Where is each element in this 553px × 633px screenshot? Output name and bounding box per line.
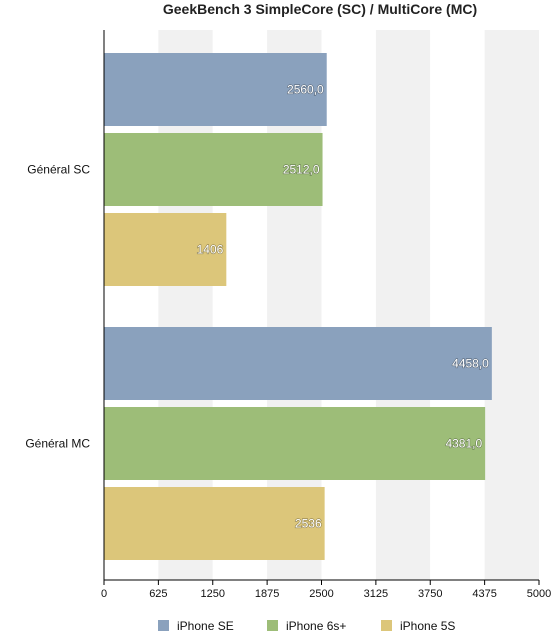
chart-title: GeekBench 3 SimpleCore (SC) / MultiCore … xyxy=(163,1,477,17)
data-label: 2560,0 xyxy=(287,83,324,97)
bar-iphone-6s--0 xyxy=(104,133,323,206)
bar-iphone-se-0 xyxy=(104,53,327,126)
legend-swatch xyxy=(158,620,169,631)
x-tick-label: 1250 xyxy=(201,588,225,600)
legend-item: iPhone 6s+ xyxy=(267,619,346,633)
legend-swatch xyxy=(381,620,392,631)
x-tick-label: 5000 xyxy=(527,588,551,600)
category-labels: Général SC Général MC xyxy=(25,163,90,451)
data-label: 2536 xyxy=(295,517,322,531)
legend-label: iPhone 5S xyxy=(400,619,455,633)
bar-series: 2560,0 2512,0 1406 4458,0 4381,0 2536 xyxy=(104,53,492,560)
legend-item: iPhone 5S xyxy=(381,619,455,633)
x-tick-label: 3125 xyxy=(364,588,388,600)
bar-iphone-5s-0 xyxy=(104,213,227,286)
x-tick-label: 3750 xyxy=(418,588,442,600)
legend-label: iPhone SE xyxy=(177,619,234,633)
grid-band xyxy=(375,30,431,580)
bar-iphone-6s--1 xyxy=(104,407,486,480)
legend-label: iPhone 6s+ xyxy=(286,619,346,633)
data-label: 1406 xyxy=(197,243,224,257)
bar-iphone-5s-1 xyxy=(104,487,325,560)
data-label: 4381,0 xyxy=(445,437,482,451)
legend: iPhone SE iPhone 6s+ iPhone 5S xyxy=(158,619,455,633)
grid-band xyxy=(484,30,539,580)
legend-item: iPhone SE xyxy=(158,619,234,633)
legend-swatch xyxy=(267,620,278,631)
data-label: 2512,0 xyxy=(283,163,320,177)
x-tick-label: 0 xyxy=(101,588,107,600)
data-label: 4458,0 xyxy=(452,357,489,371)
x-tick-label: 2500 xyxy=(309,588,333,600)
x-tick-label: 625 xyxy=(149,588,167,600)
grid-band xyxy=(321,30,376,580)
x-tick-label: 1875 xyxy=(255,588,279,600)
grid-band xyxy=(430,30,485,580)
x-tick-label: 4375 xyxy=(472,588,496,600)
bar-iphone-se-1 xyxy=(104,327,492,400)
x-axis-ticks: 0 625 1250 1875 2500 3125 3750 4375 5000 xyxy=(101,580,551,600)
category-label: Général MC xyxy=(25,437,90,451)
category-label: Général SC xyxy=(27,163,90,177)
